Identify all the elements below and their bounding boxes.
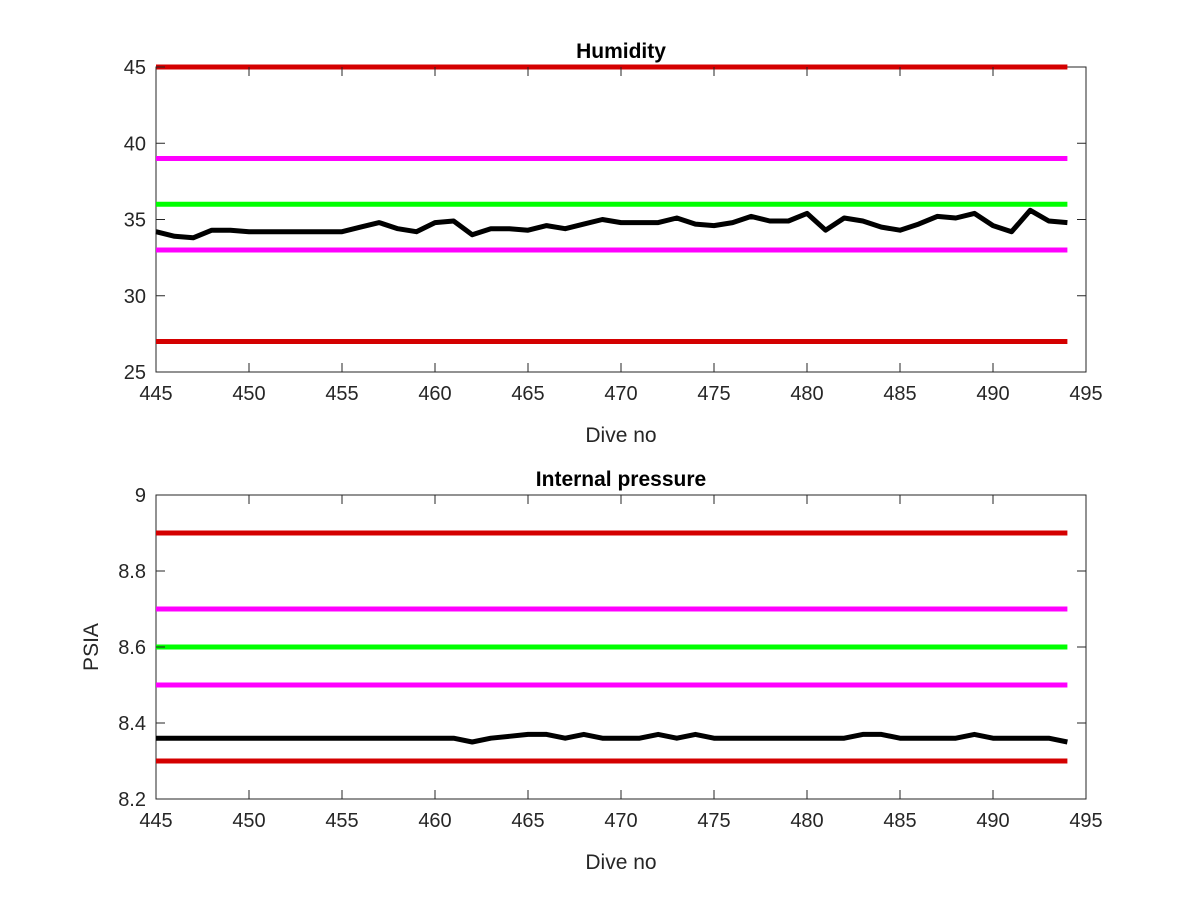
x-tick-label: 460 [418,383,451,405]
chart-title: Humidity [576,40,666,63]
x-tick-label: 480 [790,383,823,405]
x-tick-label: 475 [697,810,730,832]
y-axis-label: PSIA [80,623,103,671]
data-series-line-1 [155,207,1068,241]
y-tick-label: 8.4 [118,713,146,735]
x-tick-label: 495 [1069,383,1102,405]
x-tick-label: 465 [511,810,544,832]
x-tick-label: 445 [139,383,172,405]
x-tick-label: 485 [883,383,916,405]
y-tick-label: 8.8 [118,561,146,583]
chart-panel-1: 445 450 455 460 465 470 475 480 485 490 495 25 30 35 4… [124,40,1103,447]
x-tick-label: 445 [139,810,172,832]
x-tick-label: 490 [976,383,1009,405]
y-tick-label: 40 [124,133,146,155]
x-tick-label: 495 [1069,810,1102,832]
x-tick-label: 485 [883,810,916,832]
x-tick-label: 455 [325,383,358,405]
y-tick-label: 35 [124,210,146,232]
x-axis-label: Dive no [585,851,656,874]
y-tick-label: 8.6 [118,637,146,659]
x-tick-label: 450 [232,810,265,832]
y-tick-label: 9 [135,485,146,507]
x-tick-label: 460 [418,810,451,832]
x-tick-label: 450 [232,383,265,405]
y-tick-label: 25 [124,362,146,384]
x-tick-label: 465 [511,383,544,405]
x-tick-label: 475 [697,383,730,405]
chart-title: Internal pressure [536,468,706,491]
y-tick-label: 8.2 [118,789,146,811]
x-tick-label: 490 [976,810,1009,832]
x-tick-label: 470 [604,810,637,832]
data-series-line-1 [156,731,1068,745]
x-tick-label: 455 [325,810,358,832]
x-axis-label: Dive no [585,424,656,447]
x-tick-label: 480 [790,810,823,832]
chart-panel-2: 445 450 455 460 465 470 475 480 485 490 495 8.2 8.4 8… [80,468,1103,874]
y-tick-label: 45 [124,57,146,79]
x-tick-label: 470 [604,383,637,405]
y-tick-label: 30 [124,286,146,308]
